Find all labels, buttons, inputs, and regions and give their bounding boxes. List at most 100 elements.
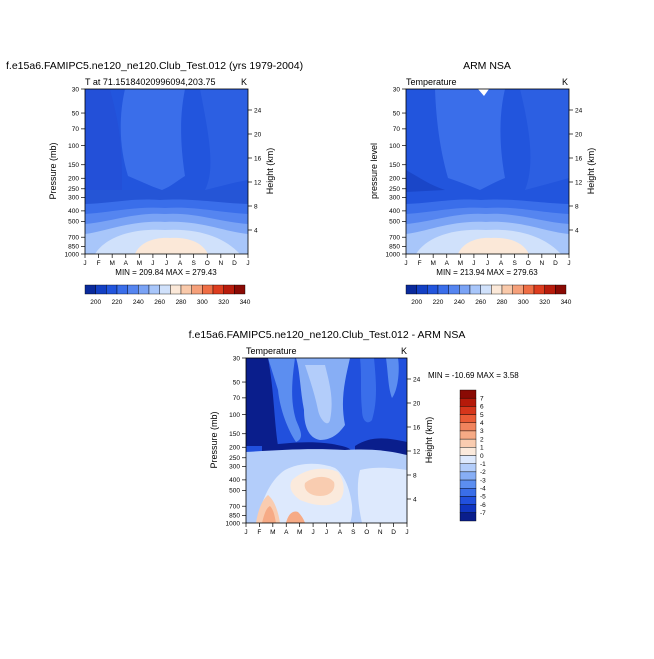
diff-ytick-label: 150	[229, 431, 240, 438]
obs-colorbar-swatch	[512, 284, 524, 295]
obs-colorbar-label: 320	[539, 299, 550, 306]
diff-colorbar-swatch	[459, 447, 477, 456]
panel-model: f.e15a6.FAMIPC5.ne120_ne120.Club_Test.01…	[6, 60, 303, 306]
obs-ytick-label: 70	[393, 126, 401, 133]
diff-colorbar-swatch	[459, 463, 477, 473]
diff-colorbar-label: 5	[480, 412, 484, 419]
obs-colorbar-swatch	[533, 284, 545, 295]
diff-colorbar-swatch	[459, 438, 477, 448]
diff-xtick-label: J	[405, 529, 408, 536]
obs-ytick-label: 150	[389, 162, 400, 169]
obs-y2tick-label: 16	[575, 155, 583, 162]
diff-colorbar-swatch	[459, 422, 477, 432]
diff-ytick-label: 70	[233, 395, 241, 402]
obs-xtick-label: M	[458, 260, 463, 267]
diff-y2tick-label: 4	[413, 496, 417, 503]
obs-y2tick-label: 20	[575, 131, 583, 138]
obs-ytick-label: 1000	[386, 251, 401, 258]
diff-ytick-label: 30	[233, 355, 241, 362]
obs-colorbar-swatch	[501, 284, 513, 295]
obs-xtick-label: A	[445, 260, 450, 267]
model-xtick-label: S	[191, 260, 196, 267]
diff-colorbar-label: -1	[480, 461, 486, 468]
diff-y2tick-label: 20	[413, 400, 421, 407]
diff-xtick-label: J	[325, 529, 328, 536]
obs-colorbar-swatch	[437, 284, 449, 295]
diff-xtick-label: J	[311, 529, 314, 536]
panel-model-title: f.e15a6.FAMIPC5.ne120_ne120.Club_Test.01…	[6, 60, 303, 72]
diff-colorbar-label: 0	[480, 453, 484, 460]
model-ytick-label: 30	[72, 86, 80, 93]
obs-colorbar-label: 200	[411, 299, 422, 306]
obs-ytick-label: 100	[389, 143, 400, 150]
diff-colorbar-label: -3	[480, 477, 486, 484]
panel-model-ylabel: Pressure (mb)	[48, 142, 58, 199]
model-colorbar-swatch	[170, 284, 182, 295]
model-colorbar-label: 320	[218, 299, 229, 306]
model-ytick-label: 200	[68, 176, 79, 183]
diff-xtick-label: O	[364, 529, 369, 536]
model-ytick-label: 100	[68, 143, 79, 150]
diff-xtick-label: S	[351, 529, 356, 536]
obs-y2tick-label: 4	[575, 227, 579, 234]
diff-xtick-label: J	[244, 529, 247, 536]
model-colorbar-label: 220	[112, 299, 123, 306]
model-y2tick-label: 24	[254, 107, 262, 114]
panel-diff-y2label: Height (km)	[424, 417, 434, 464]
diff-colorbar-label: -5	[480, 494, 486, 501]
obs-ytick-label: 200	[389, 176, 400, 183]
model-y2tick-label: 12	[254, 179, 262, 186]
model-xtick-label: M	[137, 260, 142, 267]
diff-colorbar-label: 1	[480, 445, 484, 452]
model-colorbar-label: 200	[90, 299, 101, 306]
diff-ytick-label: 1000	[226, 520, 241, 527]
panel-model-colorbar: 200 220 240 260 280 300 320 340	[84, 284, 251, 306]
model-ytick-label: 50	[72, 110, 80, 117]
panel-model-units-label: K	[241, 77, 247, 87]
model-y2tick-label: 4	[254, 227, 258, 234]
model-colorbar-swatch	[202, 284, 214, 295]
panel-model-left-label: T at 71.15184020996094,203.75	[85, 77, 215, 87]
obs-y2tick-label: 24	[575, 107, 583, 114]
diff-colorbar-swatch	[459, 504, 477, 514]
diff-colorbar-swatch	[459, 479, 477, 489]
panel-diff-left-label: Temperature	[246, 346, 297, 356]
panel-obs-y2label: Height (km)	[586, 148, 596, 195]
obs-colorbar-swatch	[523, 284, 535, 295]
panel-model-plot-area	[84, 88, 249, 255]
diff-xtick-label: F	[257, 529, 261, 536]
model-colorbar-swatch	[106, 284, 118, 295]
panel-obs-stats: MIN = 213.94 MAX = 279.63	[436, 268, 538, 277]
panel-obs-ylabel: pressure level	[369, 143, 379, 199]
model-colorbar-swatch	[148, 284, 160, 295]
panel-obs-title: ARM NSA	[463, 60, 511, 72]
diff-colorbar-label: 4	[480, 420, 484, 427]
obs-xtick-label: S	[512, 260, 517, 267]
model-ytick-label: 1000	[65, 251, 80, 258]
obs-ytick-label: 500	[389, 219, 400, 226]
obs-ytick-label: 850	[389, 244, 400, 251]
model-colorbar-swatch	[234, 284, 246, 295]
obs-colorbar-swatch	[469, 284, 481, 295]
panel-obs-left-label: Temperature	[406, 77, 457, 87]
model-xtick-label: D	[232, 260, 237, 267]
diff-colorbar-label: 7	[480, 395, 484, 402]
diff-ytick-label: 400	[229, 477, 240, 484]
diff-colorbar-swatch	[459, 397, 477, 407]
obs-colorbar-label: 220	[433, 299, 444, 306]
diff-colorbar-label: -7	[480, 510, 486, 517]
obs-colorbar-swatch	[544, 284, 556, 295]
diff-colorbar-swatch	[459, 414, 477, 423]
diff-colorbar-label: -4	[480, 486, 486, 493]
diff-xtick-label: A	[284, 529, 289, 536]
obs-xtick-label: J	[567, 260, 570, 267]
diff-colorbar-label: 2	[480, 436, 484, 443]
panel-diff-ylabel: Pressure (mb)	[209, 411, 219, 468]
model-xtick-label: F	[97, 260, 101, 267]
obs-xtick-label: M	[430, 260, 435, 267]
model-colorbar-swatch	[159, 284, 171, 295]
model-xtick-label: N	[218, 260, 223, 267]
obs-colorbar-label: 340	[561, 299, 572, 306]
